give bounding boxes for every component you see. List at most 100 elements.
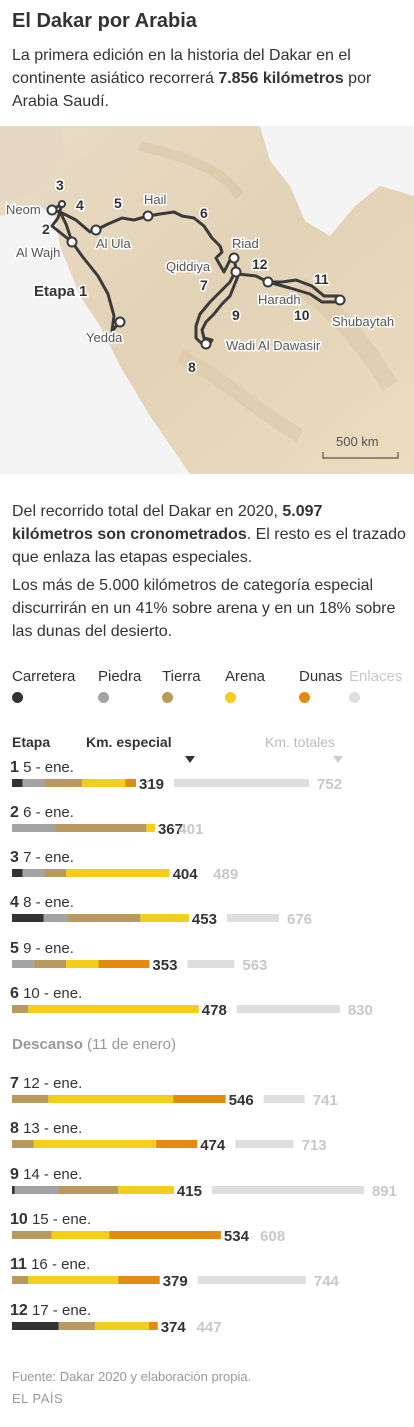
stage-num-7: 7 (200, 277, 208, 293)
stage-label-5: 5 9 - ene. (10, 940, 74, 957)
col-special-header: Km. especial (86, 734, 172, 750)
bar-seg-tierra-stage-8 (12, 1140, 34, 1148)
scale-bar: 500 km (322, 434, 399, 459)
label-bg-stage-11 (159, 1271, 198, 1289)
label-special-stage-12: 374 (161, 1319, 187, 1336)
label-total-stage-7: 741 (313, 1092, 338, 1109)
body-paragraph-1: Del recorrido total del Dakar en 2020, 5… (12, 503, 406, 566)
bar-seg-arena-stage-2 (146, 824, 157, 832)
stage-label-1: 1 5 - ene. (10, 759, 74, 776)
stage-num-4: 4 (76, 197, 84, 213)
bar-seg-dunas-stage-1 (125, 779, 139, 787)
page-title: El Dakar por Arabia (12, 10, 197, 32)
legend-swatch-enlaces (349, 692, 360, 703)
bar-seg-arena-stage-6 (28, 1005, 201, 1013)
bar-seg-tierra-stage-9 (58, 1186, 119, 1194)
place-neom: Neom (6, 202, 41, 217)
bar-seg-arena-stage-4 (140, 914, 191, 922)
stage-num-9: 9 (232, 307, 240, 323)
legend-swatch-arena (225, 692, 236, 703)
stage-num-6: 6 (200, 205, 208, 221)
bar-seg-tierra-stage-7 (12, 1095, 49, 1103)
col-total-header: Km. totales (265, 734, 336, 750)
place-riad: Riad (232, 236, 259, 251)
bar-seg-dunas-stage-7 (173, 1095, 228, 1103)
label-bg-stage-1 (136, 774, 175, 792)
stage-label-11: 11 16 - ene. (10, 1256, 91, 1273)
label-special-stage-1: 319 (139, 776, 164, 793)
legend-label-enlaces: Enlaces (349, 668, 403, 685)
label-special-stage-7: 546 (229, 1092, 254, 1109)
label-bg-stage-10 (220, 1226, 259, 1244)
bar-seg-arena-stage-11 (28, 1276, 119, 1284)
rest-day-label: Descanso (11 de enero) (12, 1036, 176, 1053)
bar-seg-tierra-stage-4 (67, 914, 141, 922)
stage-num-3: 3 (56, 177, 64, 193)
stage-num-2: 2 (42, 221, 50, 237)
legend-label-piedra: Piedra (98, 668, 142, 685)
label-total-stage-3: 489 (213, 866, 238, 883)
label-total-stage-9: 891 (372, 1183, 397, 1200)
label-total-stage-6: 830 (348, 1002, 373, 1019)
bar-seg-piedra-stage-5 (12, 960, 34, 968)
bar-seg-tierra-stage-11 (12, 1276, 29, 1284)
label-special-stage-11: 379 (163, 1273, 188, 1290)
bar-seg-carretera-stage-3 (12, 869, 23, 877)
label-bg-stage-3 (169, 864, 208, 882)
place-qiddiya: Qiddiya (166, 259, 211, 274)
label-total-stage-11: 744 (314, 1273, 340, 1290)
label-bg-stage-6 (198, 1000, 237, 1018)
brand: EL PAÍS (12, 1391, 64, 1406)
stage-label-8: 8 13 - ene. (10, 1120, 83, 1137)
place-hail: Hail (144, 192, 167, 207)
label-special-stage-8: 474 (200, 1137, 226, 1154)
bar-seg-tierra-stage-5 (33, 960, 67, 968)
bar-seg-arena-stage-8 (33, 1140, 157, 1148)
header-arrows (185, 756, 343, 763)
label-bg-stage-9 (173, 1181, 212, 1199)
label-special-stage-4: 453 (192, 911, 217, 928)
bar-seg-piedra-stage-2 (12, 824, 56, 832)
bar-seg-piedra-stage-9 (14, 1186, 59, 1194)
label-bg-stage-8 (197, 1135, 236, 1153)
stage-num-11: 11 (314, 271, 329, 287)
label-special-stage-6: 478 (202, 1002, 227, 1019)
label-special-stage-3: 404 (173, 866, 199, 883)
route-line (50, 202, 346, 348)
stage-label-12: 12 17 - ene. (10, 1302, 92, 1319)
label-total-stage-12: 447 (197, 1319, 222, 1336)
stage-label-6: 6 10 - ene. (10, 985, 83, 1002)
bar-seg-dunas-stage-8 (156, 1140, 200, 1148)
bar-seg-piedra-stage-1 (22, 779, 45, 787)
route-map: Neom Al Wajh Al Ula Hail Riad Qiddiya Ha… (0, 126, 414, 474)
bar-seg-arena-stage-7 (48, 1095, 174, 1103)
label-total-stage-10: 608 (260, 1228, 285, 1245)
label-bg-stage-12 (157, 1317, 196, 1335)
stage-label-7: 7 12 - ene. (10, 1075, 83, 1092)
label-bg-stage-7 (225, 1090, 264, 1108)
label-total-stage-8: 713 (302, 1137, 327, 1154)
stage-num-5: 5 (114, 195, 122, 211)
label-special-stage-2: 367 (158, 821, 183, 838)
bar-seg-dunas-stage-5 (98, 960, 152, 968)
bar-seg-arena-stage-5 (66, 960, 99, 968)
bar-seg-arena-stage-1 (81, 779, 126, 787)
body-paragraph-2: Los más de 5.000 kilómetros de categoría… (12, 577, 396, 640)
label-total-stage-5: 563 (242, 957, 267, 974)
bar-seg-arena-stage-10 (51, 1231, 110, 1239)
label-total-stage-1: 752 (317, 776, 342, 793)
stage-label-3: 3 7 - ene. (10, 849, 74, 866)
intro-text: La primera edición en la historia del Da… (12, 47, 372, 110)
label-bg-stage-5 (149, 955, 188, 973)
bar-seg-tierra-stage-6 (12, 1005, 29, 1013)
place-shubaytah: Shubaytah (332, 314, 394, 329)
source-note: Fuente: Dakar 2020 y elaboración propia. (12, 1369, 252, 1384)
red-sea (0, 206, 190, 474)
label-bg-stage-2 (154, 819, 193, 837)
bar-seg-tierra-stage-12 (58, 1322, 95, 1330)
legend-swatch-carretera (12, 692, 23, 703)
legend-swatch-dunas (299, 692, 310, 703)
legend-label-arena: Arena (225, 668, 266, 685)
bar-seg-dunas-stage-12 (149, 1322, 160, 1330)
